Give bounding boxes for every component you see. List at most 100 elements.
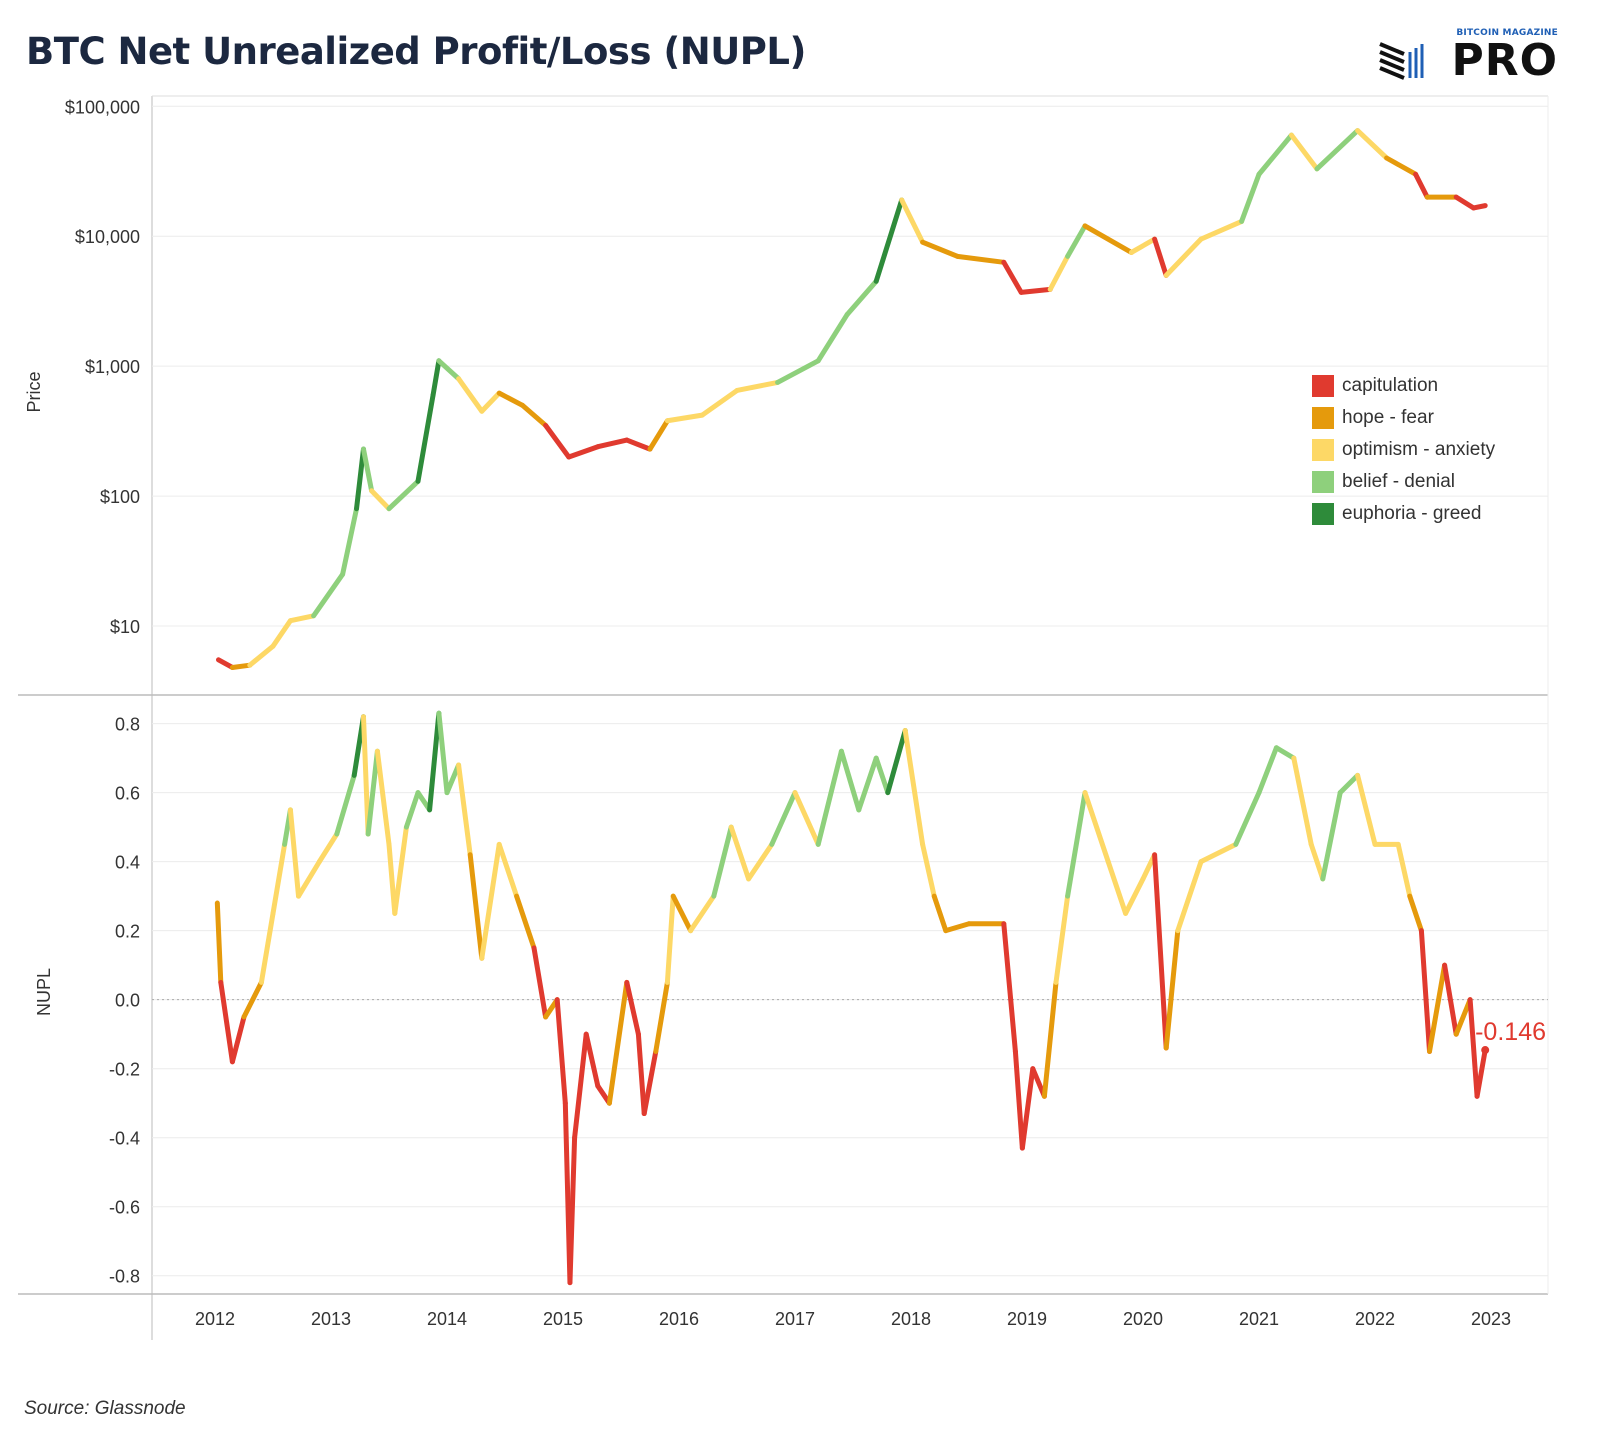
series-segment (287, 807, 302, 899)
series-segment (943, 921, 972, 934)
nupl-chart: $100,000 $10,000 $1,000 $100 $10 Price 0.8 0.6 0… (18, 95, 1549, 1340)
y-tick-label: $100 (100, 487, 140, 507)
series-segment (664, 412, 705, 424)
series-segment (354, 446, 366, 512)
x-tick-label: 2015 (543, 1309, 583, 1329)
x-tick-label: 2022 (1355, 1309, 1395, 1329)
series-segment (270, 618, 293, 649)
series-segment (566, 444, 601, 460)
series-segment (624, 437, 653, 452)
series-segment (1355, 128, 1390, 161)
legend-swatch-hope-fear (1312, 407, 1334, 429)
x-tick-label: 2021 (1239, 1309, 1279, 1329)
series-segment (1163, 236, 1204, 278)
series-segment (1407, 893, 1424, 934)
y-tick-label: $10,000 (75, 227, 140, 247)
series-segment (899, 197, 926, 245)
series-segment (229, 1014, 247, 1065)
series-segment (1355, 772, 1378, 847)
series-segment (1065, 223, 1088, 259)
series-segment (624, 979, 641, 1037)
series-segment (1291, 755, 1314, 847)
series-segment (214, 900, 224, 985)
series-segment (815, 748, 844, 847)
series-segment (1418, 928, 1433, 1054)
series-segment (360, 714, 371, 837)
series-segment (496, 390, 525, 408)
series-segment (775, 358, 821, 385)
series-segment (873, 755, 891, 796)
series-segment (554, 997, 568, 1106)
x-tick-label: 2019 (1007, 1309, 1047, 1329)
series-segment (531, 945, 549, 1020)
brand-logo: BITCOIN MAGAZINE PRO (1378, 28, 1558, 84)
last-value-label: -0.146 (1475, 1018, 1546, 1046)
y-axis-label: Price (24, 371, 44, 412)
series-segment (479, 841, 502, 961)
series-segment (1453, 997, 1473, 1037)
legend-item-optimism-anxiety: optimism - anxiety (1312, 434, 1495, 466)
series-segment (902, 728, 926, 847)
series-segment (430, 358, 442, 398)
series-segment (641, 1048, 659, 1117)
series-segment (340, 506, 360, 577)
legend-label: optimism - anxiety (1342, 439, 1496, 460)
series-segment (734, 379, 781, 393)
series-segment (1256, 745, 1279, 796)
series-segment (229, 662, 253, 670)
series-segment (1152, 236, 1169, 278)
y-tick-label: 0.0 (115, 991, 140, 1011)
series-segment (1152, 852, 1169, 1051)
legend-item-belief-denial: belief - denial (1312, 466, 1495, 498)
series-segment (258, 910, 276, 985)
series-segment (1474, 1047, 1488, 1099)
series-segment (746, 841, 775, 882)
series-segment (769, 790, 798, 847)
series-segment (403, 790, 421, 830)
series-segment (334, 772, 357, 837)
series-segment (1233, 790, 1262, 847)
series-segment (1198, 841, 1239, 865)
series-segment (386, 478, 421, 512)
series-segment (1001, 259, 1024, 295)
legend-swatch-capitulation (1312, 375, 1334, 397)
series-segment (1123, 876, 1146, 916)
series-segment (514, 893, 537, 951)
source-note: Source: Glassnode (24, 1398, 186, 1419)
x-tick-label: 2020 (1123, 1309, 1163, 1329)
series-segment (1082, 790, 1111, 865)
last-value-marker (1481, 1046, 1490, 1055)
series-segment (606, 979, 630, 1106)
series-segment (360, 446, 375, 494)
legend-item-hope-fear: hope - fear (1312, 402, 1495, 434)
series-segment (856, 755, 879, 813)
series-segment (247, 643, 276, 668)
legend-label: belief - denial (1342, 471, 1456, 492)
series-segment (792, 790, 821, 847)
series-segment (920, 841, 937, 899)
x-tick-label: 2018 (891, 1309, 931, 1329)
series-segment (1467, 997, 1480, 1099)
series-segment (567, 1135, 578, 1286)
series-segment (316, 831, 340, 865)
series-segment (595, 437, 630, 450)
series-segment (287, 613, 317, 624)
x-tick-label: 2017 (775, 1309, 815, 1329)
series-segment (519, 402, 549, 428)
series-segment (1175, 859, 1204, 934)
series-segment (728, 824, 752, 882)
x-tick-label: 2016 (659, 1309, 699, 1329)
chart-title: BTC Net Unrealized Profit/Loss (NUPL) (26, 30, 806, 73)
logo-stripes-icon (1379, 42, 1424, 80)
series-segment (844, 278, 879, 317)
logo-small-text: BITCOIN MAGAZINE (1456, 28, 1558, 38)
series-segment (583, 1031, 601, 1089)
series-segment (241, 979, 264, 1020)
series-segment (479, 390, 502, 414)
series-segment (1273, 745, 1297, 761)
legend-swatch-optimism-anxiety (1312, 439, 1334, 461)
series-segment (1041, 979, 1059, 1099)
series-segment (436, 358, 462, 382)
series-segment (885, 728, 908, 796)
y-tick-label: -0.4 (109, 1129, 140, 1149)
